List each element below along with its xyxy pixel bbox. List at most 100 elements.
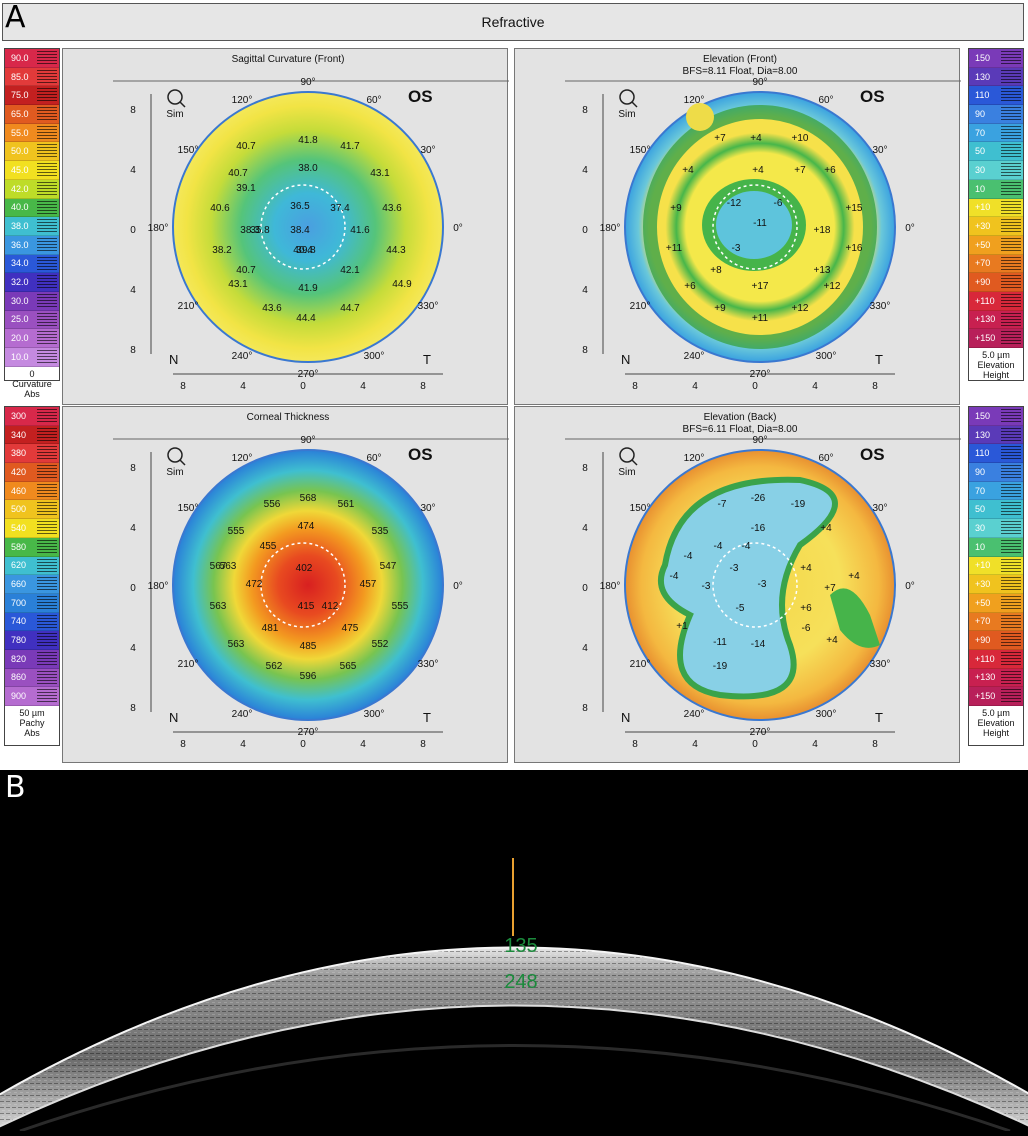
- scale-cell: 30.0: [5, 291, 59, 311]
- scale-cell: 150: [969, 49, 1023, 68]
- scale-footer-text: 5.0 µm: [982, 708, 1010, 718]
- map-value: 41.7: [340, 141, 360, 152]
- x-tick: 4: [692, 739, 698, 750]
- map-value: 35.8: [250, 225, 270, 236]
- map-value: 39.8: [296, 245, 316, 256]
- scale-cell: 150: [969, 407, 1023, 426]
- map-value: 43.6: [262, 303, 282, 314]
- map-value: 485: [300, 641, 317, 652]
- angle-label: 0°: [453, 223, 463, 234]
- scale-cell: +90: [969, 273, 1023, 292]
- magnifier-icon[interactable]: [167, 447, 183, 463]
- map-title-line: BFS=8.11 Float, Dia=8.00: [682, 66, 798, 77]
- sim-label: Sim: [618, 109, 635, 120]
- angle-label: 240°: [684, 351, 705, 362]
- scale-cell: 90: [969, 105, 1023, 124]
- scale-cell: 820: [5, 649, 59, 669]
- temporal-label: T: [875, 710, 883, 725]
- elevation-front-color-scale: 150 130 110 90 70 50 30 10 +10 +30 +50 +70 +90 +110 +1…: [968, 48, 1024, 381]
- scale-cell: 540: [5, 519, 59, 538]
- angle-label: 210°: [630, 301, 651, 312]
- scale-cell: 70: [969, 481, 1023, 501]
- map-elevation-back: Elevation (Back) BFS=6.11 Float, Dia=8.00…: [514, 406, 961, 763]
- map-value: 563: [210, 601, 227, 612]
- map-value: +6: [800, 603, 812, 614]
- y-tick: 8: [582, 105, 588, 116]
- scale-cell: +50: [969, 235, 1023, 255]
- scale-cell: 65.0: [5, 105, 59, 124]
- angle-label: 150°: [178, 145, 199, 156]
- angle-label: 150°: [630, 145, 651, 156]
- angle-label: 300°: [816, 351, 837, 362]
- y-tick: 4: [130, 523, 136, 534]
- angle-label: 60°: [818, 453, 833, 464]
- map-value: -7: [718, 499, 727, 510]
- map-value: +7: [714, 133, 726, 144]
- scale-cell: 25.0: [5, 310, 59, 330]
- scale-cell: +70: [969, 254, 1023, 274]
- x-tick: 4: [812, 381, 818, 392]
- scale-cell: 38.0: [5, 217, 59, 236]
- scale-cell: 380: [5, 444, 59, 464]
- scale-cell: +130: [969, 310, 1023, 330]
- map-value: 547: [380, 561, 397, 572]
- angle-label: 90°: [752, 435, 767, 446]
- scale-cell: 55.0: [5, 123, 59, 143]
- map-value: +15: [846, 203, 863, 214]
- map-value: 38.4: [290, 225, 310, 236]
- scale-cell: 10.0: [5, 348, 59, 367]
- map-value: -4: [742, 541, 751, 552]
- scale-cell: 130: [969, 425, 1023, 445]
- map-value: +1: [676, 621, 688, 632]
- map-value: +6: [824, 165, 836, 176]
- y-tick: 8: [582, 463, 588, 474]
- scale-cell: 780: [5, 631, 59, 650]
- angle-label: 60°: [818, 95, 833, 106]
- scale-cell: +70: [969, 612, 1023, 632]
- scale-footer-text: Pachy: [19, 718, 45, 728]
- map-value: +13: [814, 265, 831, 276]
- map-elevation-front: Elevation (Front) BFS=8.11 Float, Dia=8.0…: [514, 48, 961, 405]
- map-value: +12: [824, 281, 841, 292]
- map-value: +18: [814, 225, 831, 236]
- scale-footer: 5.0 µm Elevation Height: [969, 348, 1023, 380]
- y-tick: 8: [582, 345, 588, 356]
- scale-footer: 50 µm Pachy Abs: [5, 706, 59, 738]
- magnifier-icon[interactable]: [619, 447, 635, 463]
- refractive-header-label: Refractive: [481, 14, 545, 30]
- x-tick: 8: [420, 739, 426, 750]
- scale-cell: 460: [5, 481, 59, 501]
- angle-label: 240°: [232, 709, 253, 720]
- map-title: Elevation (Front) BFS=8.11 Float, Dia=8.0…: [565, 54, 915, 78]
- scale-cell: 580: [5, 537, 59, 557]
- panel-b-letter: B: [5, 770, 26, 805]
- angle-label: 270°: [298, 369, 319, 380]
- x-tick: 8: [872, 381, 878, 392]
- magnifier-icon[interactable]: [167, 89, 183, 105]
- map-value: 567: [210, 561, 227, 572]
- map-title-line: Elevation (Front): [703, 54, 777, 65]
- map-value: 415: [298, 601, 315, 612]
- angle-label: 240°: [684, 709, 705, 720]
- scale-cell: +110: [969, 291, 1023, 311]
- y-tick: 8: [130, 703, 136, 714]
- map-value: +4: [820, 523, 832, 534]
- map-value: -19: [791, 499, 806, 510]
- scale-footer-text: Abs: [24, 388, 40, 399]
- map-value: -26: [751, 493, 766, 504]
- magnifier-icon[interactable]: [619, 89, 635, 105]
- map-value: 555: [392, 601, 409, 612]
- scale-cell: 130: [969, 67, 1023, 87]
- y-tick: 8: [130, 345, 136, 356]
- map-value: 481: [262, 623, 279, 634]
- map-value: +4: [682, 165, 694, 176]
- angle-label: 0°: [905, 223, 915, 234]
- nasal-label: N: [169, 710, 179, 725]
- map-value: +17: [752, 281, 769, 292]
- x-tick: 4: [360, 381, 366, 392]
- angle-label: 150°: [630, 503, 651, 514]
- map-value: 36.5: [290, 201, 310, 212]
- map-value: -19: [713, 661, 728, 672]
- angle-label: 210°: [178, 301, 199, 312]
- x-tick: 0: [752, 381, 758, 392]
